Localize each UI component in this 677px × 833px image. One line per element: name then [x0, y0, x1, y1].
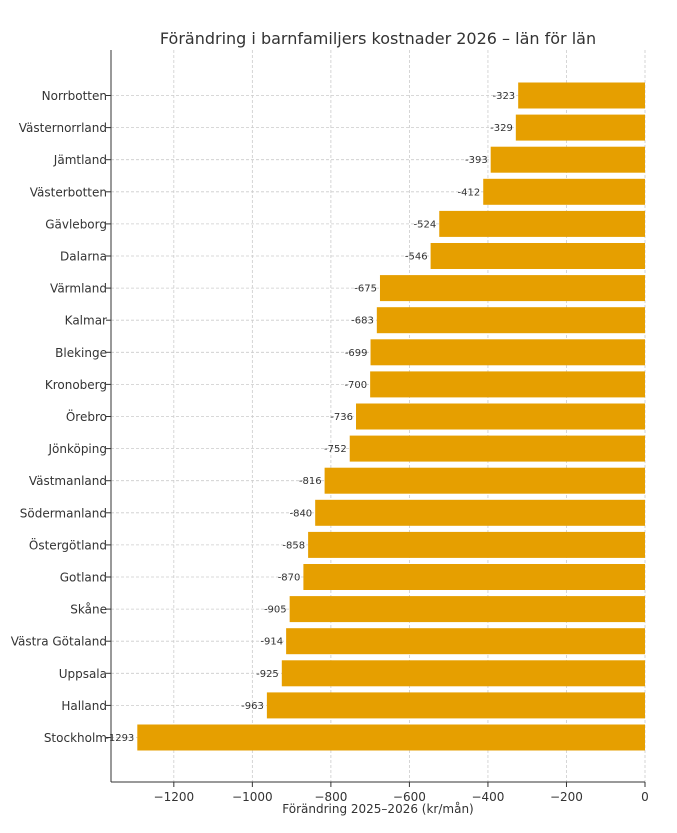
x-tick-label: −800: [314, 790, 347, 804]
y-tick-label: Södermanland: [20, 506, 107, 520]
data-label: -870: [278, 573, 301, 584]
y-tick-label: Örebro: [66, 408, 107, 424]
x-axis-label: Förändring 2025–2026 (kr/mån): [282, 802, 473, 816]
x-ticks: −1200 −1000 −800 −600 −400 −200 0: [154, 782, 649, 804]
bar: [490, 146, 645, 173]
x-tick-label: 0: [641, 790, 649, 804]
bar: [315, 499, 645, 526]
x-tick-label: −200: [550, 790, 583, 804]
bar: [281, 660, 645, 687]
data-label: -329: [490, 123, 513, 134]
bar: [439, 210, 645, 237]
y-tick-label: Jämtland: [53, 153, 107, 167]
bar: [356, 403, 645, 430]
data-label: -858: [282, 540, 305, 551]
bar: [518, 82, 645, 109]
data-label: -752: [324, 444, 347, 455]
bar: [308, 531, 645, 558]
y-tick-label: Skåne: [70, 603, 107, 617]
bar: [289, 596, 645, 623]
y-tick-label: Kalmar: [65, 314, 107, 328]
data-label: -905: [264, 605, 287, 616]
data-label: -699: [345, 348, 368, 359]
y-tick-label: Östergötland: [29, 536, 107, 552]
data-label: -675: [354, 284, 377, 295]
bar: [376, 307, 645, 334]
bar: [137, 724, 645, 751]
bar: [515, 114, 645, 141]
data-label: -546: [405, 252, 428, 263]
data-label: -700: [344, 380, 367, 391]
y-tick-label: Blekinge: [55, 346, 107, 360]
bar: [349, 435, 645, 462]
data-label: -524: [414, 219, 437, 230]
y-tick-label: Dalarna: [60, 250, 107, 264]
bar: [370, 339, 645, 366]
bar: [266, 692, 645, 719]
bar: [303, 564, 645, 590]
x-tick-label: −1000: [232, 790, 273, 804]
y-categories: Norrbotten Västernorrland Jämtland Västerbo…: [11, 89, 111, 745]
data-label: -323: [492, 91, 515, 102]
data-labels: -323 -329 -393 -412 -524 -546 -675 -683 -699 -700…: [105, 91, 515, 744]
data-label: -736: [330, 412, 353, 423]
data-label: -914: [260, 637, 283, 648]
y-tick-label: Gävleborg: [45, 217, 107, 231]
chart-title: Förändring i barnfamiljers kostnader 202…: [160, 29, 596, 48]
data-label: -412: [458, 187, 481, 198]
data-label: -925: [256, 669, 279, 680]
y-tick-label: Västernorrland: [19, 121, 107, 135]
data-label: -393: [465, 155, 488, 166]
y-tick-label: Västerbotten: [30, 185, 107, 199]
x-tick-label: −400: [471, 790, 504, 804]
y-tick-label: Gotland: [60, 571, 107, 585]
data-label: -963: [241, 701, 264, 712]
x-tick-label: −1200: [154, 790, 195, 804]
y-tick-label: Halland: [61, 699, 107, 713]
y-tick-label: Norrbotten: [42, 89, 107, 103]
data-label: -840: [289, 508, 312, 519]
bar: [370, 371, 645, 398]
bars: [137, 82, 645, 751]
bar: [324, 467, 645, 494]
y-tick-label: Stockholm: [44, 731, 107, 745]
y-tick-label: Västmanland: [29, 474, 107, 488]
y-tick-label: Jönköping: [47, 442, 107, 456]
bar: [379, 275, 645, 302]
y-tick-label: Värmland: [50, 282, 107, 296]
y-tick-label: Kronoberg: [45, 378, 107, 392]
bar: [286, 628, 645, 655]
y-tick-label: Västra Götaland: [11, 635, 107, 649]
y-tick-label: Uppsala: [59, 667, 107, 681]
bar: [430, 243, 645, 269]
bar: [483, 178, 645, 205]
data-label: -1293: [105, 733, 134, 744]
data-label: -683: [351, 316, 374, 327]
data-label: -816: [299, 476, 322, 487]
x-tick-label: −600: [393, 790, 426, 804]
